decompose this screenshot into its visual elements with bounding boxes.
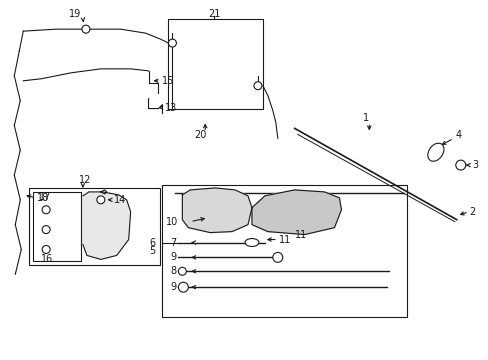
Text: 9: 9 [170, 252, 176, 262]
Text: 17: 17 [39, 192, 51, 202]
Circle shape [168, 39, 176, 47]
Text: 5: 5 [149, 247, 155, 256]
Text: 11: 11 [278, 234, 290, 244]
Text: 6: 6 [149, 238, 155, 248]
Ellipse shape [427, 143, 443, 161]
Text: 8: 8 [170, 266, 176, 276]
Bar [168, 19, 263, 109]
Ellipse shape [244, 239, 258, 247]
Text: 11: 11 [294, 230, 306, 239]
Circle shape [178, 282, 188, 292]
Polygon shape [251, 190, 341, 235]
Bar [162, 185, 406, 317]
Circle shape [178, 267, 186, 275]
Polygon shape [182, 188, 251, 233]
Text: 16: 16 [41, 255, 53, 264]
Text: 15: 15 [161, 76, 174, 86]
Circle shape [253, 82, 262, 90]
Text: 3: 3 [472, 160, 478, 170]
Circle shape [82, 25, 90, 33]
Circle shape [272, 252, 282, 262]
Text: 10: 10 [166, 217, 178, 227]
Text: 12: 12 [79, 175, 91, 185]
Bar [29, 188, 160, 265]
Text: 13: 13 [164, 103, 176, 113]
Text: 21: 21 [207, 9, 220, 19]
Text: 14: 14 [114, 195, 126, 205]
Circle shape [42, 226, 50, 234]
Circle shape [97, 196, 104, 204]
Text: 18: 18 [37, 193, 49, 203]
Bar [33, 192, 81, 261]
Text: 4: 4 [455, 130, 461, 140]
Text: 1: 1 [363, 113, 368, 123]
Text: 2: 2 [469, 207, 475, 217]
Text: 19: 19 [69, 9, 81, 19]
Circle shape [42, 246, 50, 253]
Polygon shape [83, 192, 130, 260]
Text: 9: 9 [170, 282, 176, 292]
Text: 7: 7 [170, 238, 176, 248]
Text: 20: 20 [194, 130, 206, 140]
Circle shape [42, 206, 50, 214]
Circle shape [455, 160, 465, 170]
